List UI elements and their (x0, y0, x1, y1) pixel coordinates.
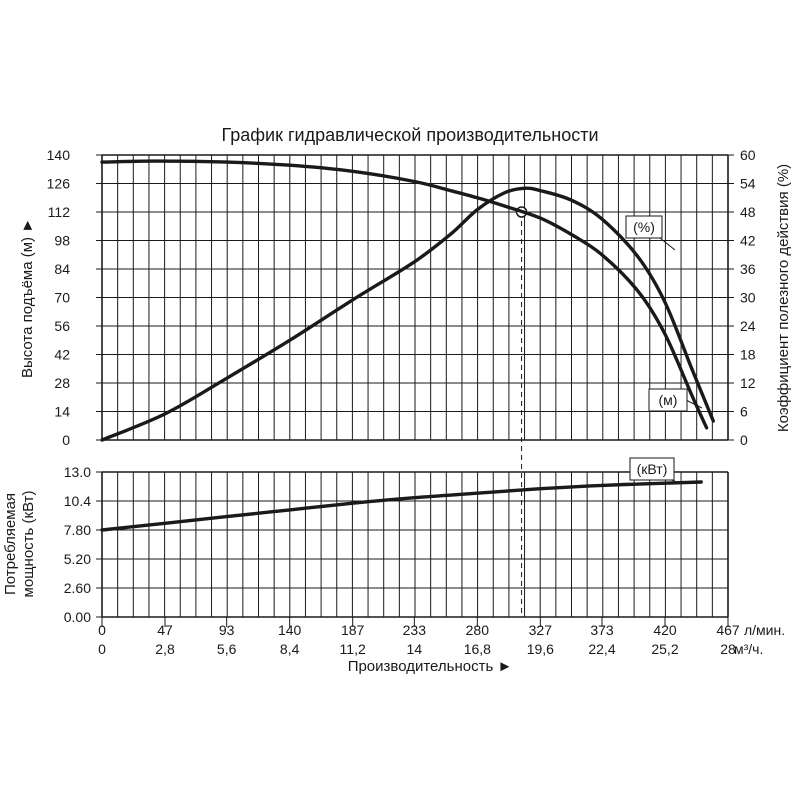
efficiency-tick-label: 48 (740, 204, 756, 220)
volume-tick-label: 14 (407, 641, 423, 657)
efficiency-series-label-box (625, 215, 663, 239)
power-tick-label: 0.00 (64, 609, 91, 625)
volume-tick-label: 19,6 (527, 641, 554, 657)
flow-tick-label: 233 (403, 622, 427, 638)
head-axis-title: Высота подъёма (м) ► (19, 218, 36, 378)
volume-tick-label: 8,4 (280, 641, 300, 657)
head-tick-label: 112 (48, 204, 71, 220)
chart-title: График гидравлической производительности (221, 125, 598, 145)
efficiency-tick-label: 36 (740, 261, 756, 277)
volume-tick-label: 16,8 (464, 641, 491, 657)
head-tick-label: 0 (62, 432, 70, 448)
flow-tick-label: 47 (157, 622, 173, 638)
volume-tick-label: 2,8 (155, 641, 175, 657)
head-tick-label: 56 (54, 318, 70, 334)
flow-tick-label: 140 (278, 622, 302, 638)
flow-unit-label: л/мин. (744, 622, 785, 638)
efficiency-series-label-connector (659, 237, 676, 251)
power-tick-label: 7.80 (64, 522, 91, 538)
flow-tick-label: 187 (341, 622, 365, 638)
power-axis-title-line-1: Потребляемая (2, 493, 19, 595)
power-series-label: (кВт) (637, 461, 668, 477)
head-tick-label: 42 (54, 347, 70, 363)
power-curve (100, 480, 703, 532)
efficiency-tick-label: 42 (740, 233, 756, 249)
efficiency-curve (100, 186, 715, 442)
power-series-label-connector (671, 479, 681, 485)
flow-tick-label: 373 (590, 622, 614, 638)
head-tick-label: 70 (54, 290, 70, 306)
volume-unit-label: м³/ч. (734, 641, 763, 657)
series-callout-layer: (м) (%) (кВт) (625, 215, 703, 485)
efficiency-tick-label: 30 (740, 290, 756, 306)
efficiency-tick-label: 6 (740, 404, 748, 420)
flow-tick-label: 327 (529, 622, 553, 638)
power-series-label-box (629, 457, 675, 481)
power-tick-label: 13.0 (64, 464, 91, 480)
axis-title-layer: Производительность ► Высота подъёма (м) … (2, 164, 792, 675)
volume-tick-label: 25,2 (651, 641, 678, 657)
head-tick-label: 84 (54, 261, 70, 277)
power-tick-label: 2.60 (64, 580, 91, 596)
flow-tick-label: 420 (653, 622, 677, 638)
volume-tick-label: 0 (98, 641, 106, 657)
flow-tick-label: 467 (716, 622, 740, 638)
flow-tick-label: 0 (98, 622, 106, 638)
series-layer (100, 159, 715, 532)
head-tick-label: 126 (47, 176, 71, 192)
head-tick-label: 140 (47, 147, 71, 163)
tick-label-layer: 0142842567084981121261400612182430364248… (47, 147, 785, 657)
volume-tick-label: 28 (720, 641, 736, 657)
efficiency-tick-label: 0 (740, 432, 748, 448)
head-tick-label: 28 (54, 375, 70, 391)
head-tick-label: 98 (54, 233, 70, 249)
efficiency-tick-label: 60 (740, 147, 756, 163)
power-tick-label: 5.20 (64, 551, 91, 567)
head-series-label-connector (685, 399, 703, 409)
efficiency-tick-label: 12 (740, 375, 756, 391)
head-tick-label: 14 (54, 404, 70, 420)
x-axis-title: Производительность ► (348, 658, 513, 675)
efficiency-axis-title: Коэффициент полезного действия (%) (775, 164, 792, 432)
efficiency-tick-label: 18 (740, 347, 756, 363)
efficiency-tick-label: 54 (740, 176, 756, 192)
volume-tick-label: 11,2 (340, 641, 366, 657)
head-series-label-box (648, 388, 688, 412)
volume-tick-label: 5,6 (217, 641, 237, 657)
head-series-label: (м) (659, 392, 678, 408)
efficiency-series-label: (%) (633, 219, 655, 235)
flow-tick-label: 280 (466, 622, 490, 638)
grid-layer (96, 154, 734, 627)
volume-tick-label: 22,4 (588, 641, 615, 657)
flow-tick-label: 93 (219, 622, 235, 638)
power-tick-label: 10.4 (64, 493, 91, 509)
efficiency-tick-label: 24 (740, 318, 756, 334)
power-axis-title-line-2: мощность (кВт) (20, 491, 37, 598)
